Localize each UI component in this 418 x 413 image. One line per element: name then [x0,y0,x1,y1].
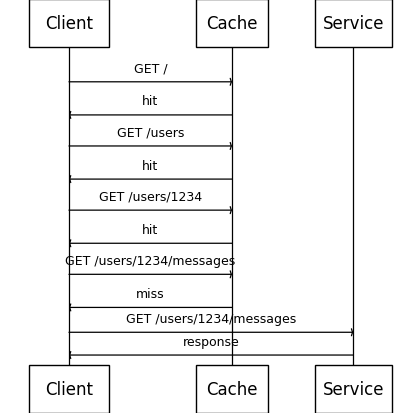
Text: GET /: GET / [134,62,167,75]
Text: GET /users/1234: GET /users/1234 [99,190,202,203]
FancyBboxPatch shape [314,0,392,47]
FancyBboxPatch shape [314,366,392,413]
Text: GET /users/1234/messages: GET /users/1234/messages [65,254,236,267]
Text: Service: Service [322,380,384,398]
Text: Cache: Cache [206,380,258,398]
Text: hit: hit [143,95,158,108]
FancyBboxPatch shape [196,366,268,413]
Text: GET /users: GET /users [117,126,184,139]
Text: miss: miss [136,287,165,300]
Text: response: response [183,335,240,348]
Text: hit: hit [143,223,158,236]
Text: Client: Client [45,380,93,398]
Text: Cache: Cache [206,15,258,33]
Text: hit: hit [143,159,158,172]
Text: GET /users/1234/messages: GET /users/1234/messages [126,312,296,325]
FancyBboxPatch shape [29,0,109,47]
Text: Service: Service [322,15,384,33]
Text: Client: Client [45,15,93,33]
FancyBboxPatch shape [196,0,268,47]
FancyBboxPatch shape [29,366,109,413]
